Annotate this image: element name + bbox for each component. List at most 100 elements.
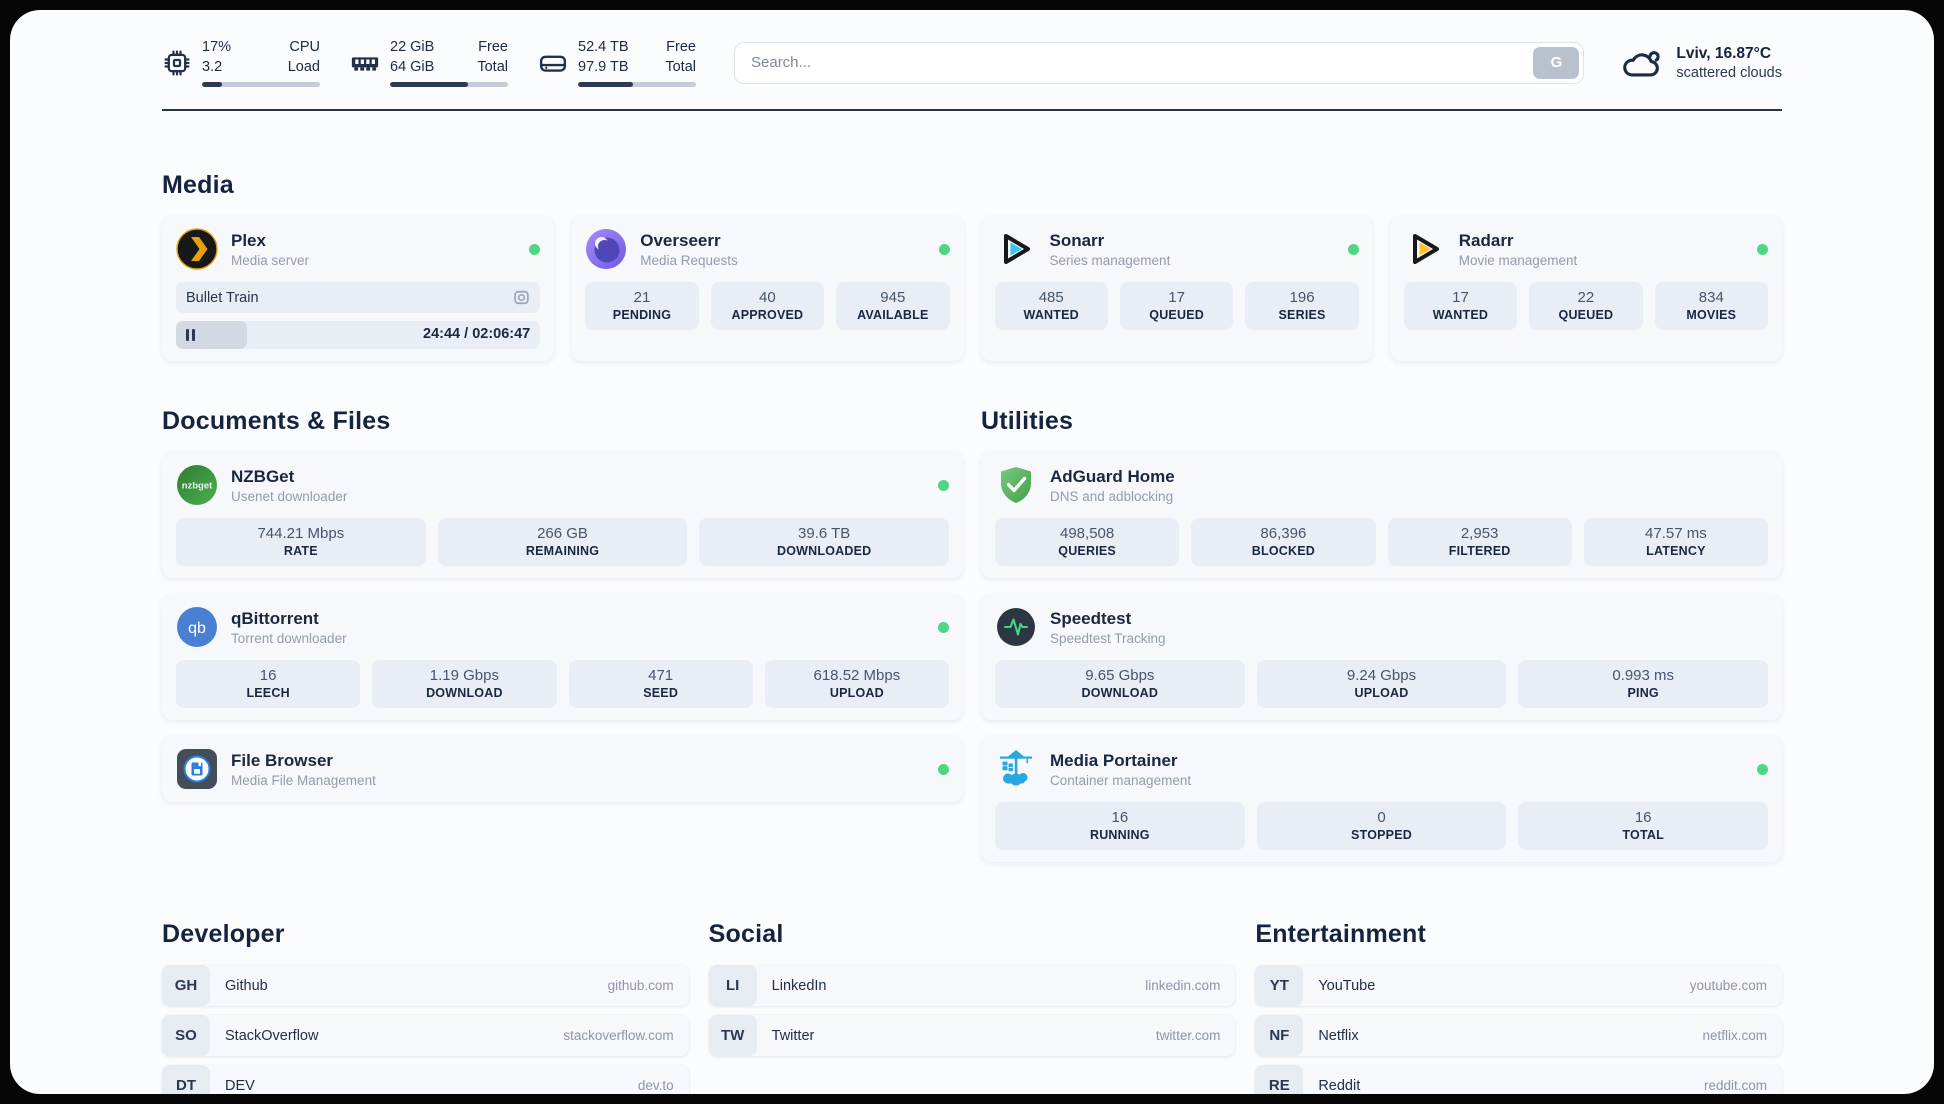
search-engine-button[interactable]: G <box>1533 46 1580 79</box>
plex-icon <box>176 228 218 270</box>
link-abbr: YT <box>1255 965 1304 1007</box>
memory-free-label: Free <box>478 39 508 55</box>
stat-label: MOVIES <box>1686 308 1737 323</box>
memory-free-value: 22 GiB <box>390 39 435 55</box>
stat-label: WANTED <box>1023 308 1079 323</box>
link-row-reddit[interactable]: RE Reddit reddit.com <box>1255 1065 1782 1094</box>
disk-total-label: Total <box>665 58 696 75</box>
radarr-icon <box>1404 228 1446 270</box>
link-row-dev[interactable]: DT DEV dev.to <box>162 1065 689 1094</box>
app-name: Radarr <box>1458 230 1514 250</box>
stat-label: BLOCKED <box>1251 544 1315 559</box>
stat-box: 47.57 ms LATENCY <box>1583 518 1768 567</box>
stat-box: 17 QUEUED <box>1119 282 1234 331</box>
stat-box: 2,953 FILTERED <box>1387 518 1572 567</box>
stat-box: 39.6 TB DOWNLOADED <box>699 518 950 567</box>
app-card-radarr[interactable]: Radarr Movie management 17 WANTED 22 QUE… <box>1389 216 1782 362</box>
app-desc: Container management <box>1050 772 1192 788</box>
cpu-usage-label: CPU <box>289 39 320 55</box>
memory-total-value: 64 GiB <box>390 58 435 75</box>
app-card-adguard[interactable]: AdGuard Home DNS and adblocking 498,508 … <box>981 452 1782 579</box>
stat-label: QUEUED <box>1558 308 1614 323</box>
search-bar: G <box>734 41 1585 84</box>
link-name: Twitter <box>771 1027 815 1044</box>
app-card-filebrowser[interactable]: File Browser Media File Management <box>162 736 963 803</box>
stat-label: LEECH <box>246 686 290 701</box>
app-desc: Media server <box>231 252 310 268</box>
memory-total-label: Total <box>477 58 508 75</box>
cpu-progress-fill <box>202 82 223 88</box>
seek-bar[interactable]: 24:44 / 02:06:47 <box>176 321 541 350</box>
app-card-sonarr[interactable]: Sonarr Series management 485 WANTED 17 Q… <box>980 216 1373 362</box>
app-name: Plex <box>231 230 266 250</box>
stat-label: WANTED <box>1432 308 1489 323</box>
system-stat-cpu: 17% 3.2 CPU Load <box>162 38 320 88</box>
stat-value: 945 <box>880 289 906 307</box>
stat-box: 9.24 Gbps UPLOAD <box>1256 660 1507 709</box>
memory-stat-body: 22 GiB 64 GiB Free Total <box>390 38 508 88</box>
weather-location: Lviv, 16.87°C <box>1676 44 1772 62</box>
search-input[interactable] <box>734 41 1585 84</box>
link-url: dev.to <box>637 1078 674 1094</box>
app-name: qBittorrent <box>231 608 319 628</box>
stat-label: RUNNING <box>1089 828 1150 843</box>
cpu-load-value: 3.2 <box>202 58 223 75</box>
app-desc: Torrent downloader <box>231 630 347 646</box>
link-abbr: GH <box>162 965 210 1007</box>
screen-icon[interactable] <box>513 289 530 306</box>
stat-value: 9.24 Gbps <box>1346 667 1417 685</box>
status-dot <box>1757 763 1768 775</box>
app-card-portainer[interactable]: Media Portainer Container management 16 … <box>981 736 1782 863</box>
stat-box: 0 STOPPED <box>1256 802 1507 851</box>
app-name: Speedtest <box>1050 608 1132 628</box>
stat-label: QUEUED <box>1149 308 1204 323</box>
stat-label: RATE <box>283 544 318 559</box>
stat-value: 266 GB <box>537 525 588 543</box>
stat-value: 47.57 ms <box>1645 525 1707 543</box>
app-card-speedtest[interactable]: Speedtest Speedtest Tracking 9.65 Gbps D… <box>981 594 1782 721</box>
qbittorrent-icon: qb <box>176 606 218 648</box>
stat-box: 21 PENDING <box>585 282 699 331</box>
stat-label: PING <box>1627 686 1659 701</box>
stat-label: UPLOAD <box>1354 686 1409 701</box>
link-url: linkedin.com <box>1145 978 1221 994</box>
link-row-netflix[interactable]: NF Netflix netflix.com <box>1255 1015 1782 1057</box>
pause-button[interactable] <box>186 329 195 342</box>
nzbget-icon: nzbget <box>176 464 218 506</box>
cpu-progress-track <box>202 82 320 88</box>
now-playing-title: Bullet Train <box>186 289 259 306</box>
link-url: twitter.com <box>1155 1028 1221 1044</box>
app-card-plex[interactable]: Plex Media server Bullet Train 24:44 / 0… <box>162 216 555 362</box>
link-name: Reddit <box>1318 1077 1361 1094</box>
stat-box: 834 MOVIES <box>1654 282 1769 331</box>
stat-value: 17 <box>1452 289 1469 307</box>
app-name: NZBGet <box>231 466 295 486</box>
stat-box: 498,508 QUERIES <box>995 518 1180 567</box>
app-card-nzbget[interactable]: nzbget NZBGet Usenet downloader 744.21 M… <box>162 452 963 579</box>
status-dot <box>938 479 949 491</box>
disk-total-value: 97.9 TB <box>578 58 629 75</box>
app-card-overseerr[interactable]: Overseerr Media Requests 21 PENDING 40 A… <box>571 216 964 362</box>
link-row-youtube[interactable]: YT YouTube youtube.com <box>1255 965 1782 1007</box>
status-dot <box>529 243 541 255</box>
link-row-linkedin[interactable]: LI LinkedIn linkedin.com <box>708 965 1236 1007</box>
stat-value: 17 <box>1168 289 1185 307</box>
link-row-twitter[interactable]: TW Twitter twitter.com <box>708 1015 1236 1057</box>
sonarr-icon <box>995 228 1037 270</box>
system-stat-memory: 22 GiB 64 GiB Free Total <box>350 38 508 88</box>
section-title-entertainment: Entertainment <box>1255 920 1427 949</box>
adguard-icon <box>995 464 1037 506</box>
section-title-social: Social <box>708 920 784 949</box>
link-row-github[interactable]: GH Github github.com <box>162 965 689 1007</box>
link-row-stackoverflow[interactable]: SO StackOverflow stackoverflow.com <box>162 1015 689 1057</box>
link-url: github.com <box>607 978 674 994</box>
status-dot <box>1757 243 1768 255</box>
cpu-icon <box>162 48 192 78</box>
stat-label: REMAINING <box>525 544 600 559</box>
app-desc: Series management <box>1049 252 1171 268</box>
link-url: reddit.com <box>1703 1078 1767 1094</box>
now-playing-row: Bullet Train <box>176 282 541 314</box>
stat-box: 471 SEED <box>568 660 753 709</box>
stat-label: FILTERED <box>1448 544 1511 559</box>
app-card-qbittorrent[interactable]: qb qBittorrent Torrent downloader 16 LEE… <box>162 594 963 721</box>
